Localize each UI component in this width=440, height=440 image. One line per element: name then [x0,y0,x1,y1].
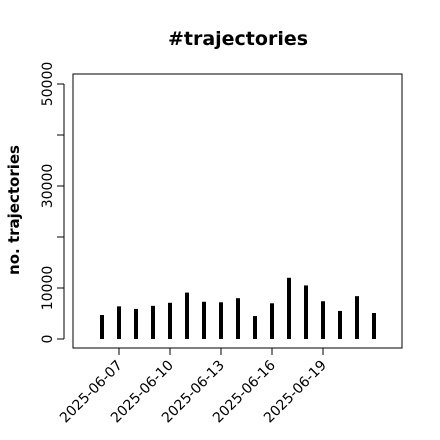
y-tick-label: 30000 [40,164,56,209]
bars [100,277,376,339]
y-tick-label: 0 [40,335,56,344]
y-tick-label: 10000 [40,266,56,311]
y-axis: 0 10000 30000 50000 [40,62,65,344]
y-tick-label: 50000 [40,62,56,107]
chart-title: #trajectories [168,28,308,50]
y-axis-label: no. trajectories [5,145,23,275]
x-axis: 2025-06-072025-06-102025-06-132025-06-16… [57,347,330,426]
